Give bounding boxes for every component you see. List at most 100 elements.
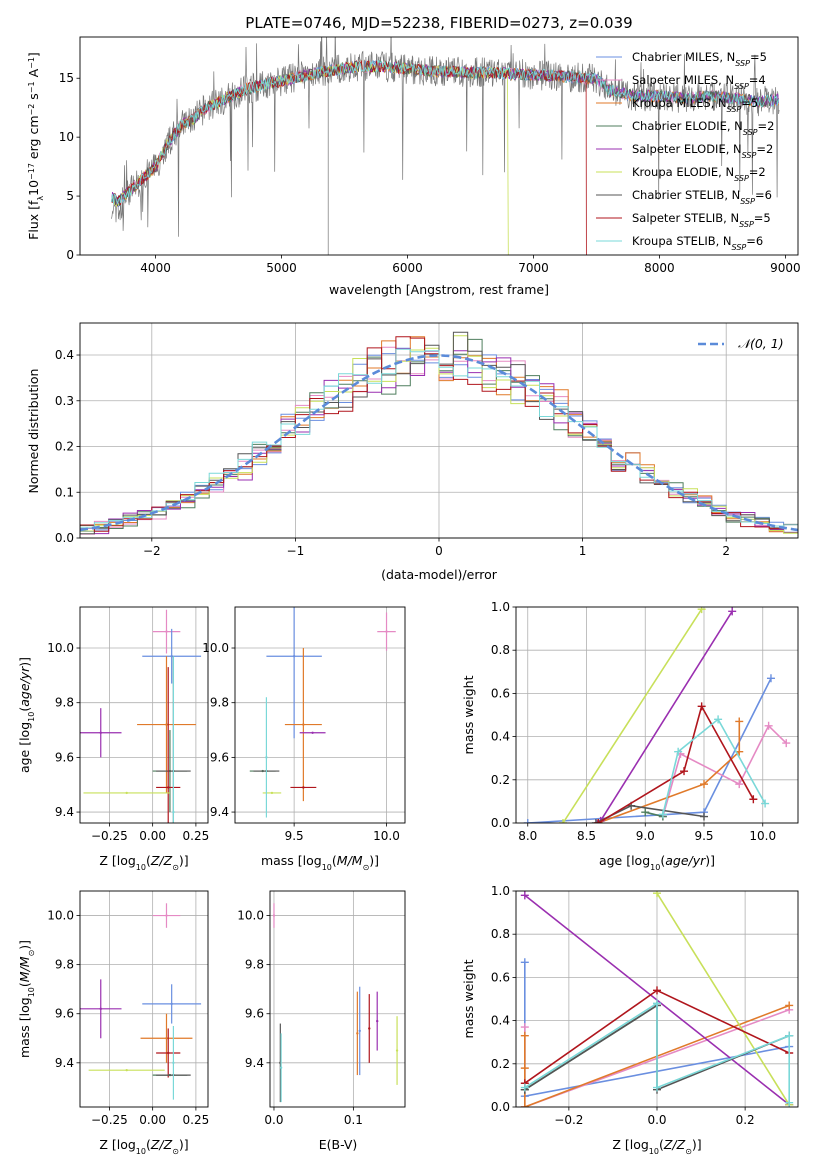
series-marker [653, 999, 661, 1008]
x-axis-label: (data-model)/error [381, 567, 498, 582]
series-marker [674, 747, 683, 756]
y-axis-label: Normed distribution [26, 369, 41, 494]
spectrum-model-line [111, 60, 587, 255]
y-tick-label: 9.6 [55, 750, 74, 764]
plot-area [80, 903, 202, 1100]
plot-area [272, 903, 399, 1103]
y-tick-label: 0.8 [491, 927, 510, 941]
series-marker [785, 1098, 794, 1107]
data-point [165, 914, 168, 917]
y-tick-label: 10.0 [202, 641, 229, 655]
x-tick-label: 5000 [266, 261, 297, 275]
data-point [172, 810, 175, 814]
axes-frame [79, 606, 209, 824]
y-tick-label: 9.8 [55, 958, 74, 972]
legend-label: Salpeter STELIB, NSSP=5 [632, 211, 771, 229]
plot-area [80, 609, 202, 823]
x-axis-label: mass [log10(M/M⊙)] [261, 853, 379, 872]
axes-frame [234, 606, 406, 824]
spectrum-model-line [111, 59, 779, 206]
data-point [356, 1032, 359, 1035]
y-tick-label: 9.6 [210, 750, 229, 764]
x-tick-label: 8.0 [518, 829, 537, 843]
x-tick-label: 0.2 [736, 1113, 755, 1127]
x-tick-label: 0 [435, 544, 443, 558]
data-point [385, 630, 388, 633]
y-tick-label: 10.0 [47, 641, 74, 655]
y-tick-label: 9.8 [210, 696, 229, 710]
data-point [165, 723, 168, 726]
y-tick-label: 9.8 [245, 958, 264, 972]
data-point [292, 655, 296, 658]
x-tick-label: 0.25 [183, 1113, 210, 1127]
legend-label: Salpeter MILES, NSSP=4 [632, 73, 766, 91]
series-marker [782, 739, 791, 748]
x-axis-label: E(B-V) [319, 1137, 358, 1152]
x-tick-label: 8000 [644, 261, 675, 275]
x-tick-label: 2 [722, 544, 730, 558]
spectrum-model-line [111, 60, 509, 255]
data-point [172, 1061, 175, 1065]
series-marker [520, 958, 529, 967]
data-point [167, 1051, 170, 1055]
series-marker [735, 717, 744, 726]
legend-label: Chabrier STELIB, NSSP=6 [632, 188, 772, 206]
z-age-panel: −0.25 0.00 0.25 9.4 9.6 9.8 10.0 [47, 606, 209, 843]
series-marker [764, 721, 773, 730]
axes-frame [79, 36, 799, 256]
series-marker [520, 1031, 529, 1040]
plot-area [249, 607, 396, 818]
data-point [311, 731, 314, 734]
series-marker [749, 795, 758, 804]
x-axis-label: wavelength [Angstrom, rest frame] [329, 282, 549, 297]
data-point [376, 1019, 379, 1023]
series-marker [700, 812, 708, 821]
y-tick-label: 9.4 [245, 1056, 264, 1070]
axes-frame [79, 322, 799, 539]
y-tick-label: 0.0 [491, 816, 510, 830]
plot-area [80, 331, 798, 537]
x-axis-label: age [log10(age/yr)] [599, 853, 715, 872]
series-marker [785, 1001, 794, 1010]
series-marker [594, 819, 603, 823]
x-tick-label: 10.0 [749, 829, 776, 843]
y-tick-label: 15 [59, 71, 74, 85]
series-line [662, 718, 766, 815]
plot-area [523, 607, 791, 823]
series-marker [520, 1103, 529, 1107]
y-tick-label: 9.4 [55, 805, 74, 819]
x-axis-label: Z [log10(Z/Z⊙)] [612, 1137, 701, 1156]
series-line [527, 677, 772, 823]
y-tick-label: 9.6 [55, 1007, 74, 1021]
series-marker [761, 799, 770, 808]
x-tick-label: 0.0 [264, 1113, 283, 1127]
legend-label: Kroupa STELIB, NSSP=6 [632, 234, 763, 252]
series-marker [680, 767, 689, 776]
legend-label: Chabrier ELODIE, NSSP=2 [632, 119, 774, 137]
x-tick-label: 9.5 [285, 829, 304, 843]
series-marker [714, 715, 723, 724]
x-tick-label: 4000 [140, 261, 171, 275]
x-tick-label: 6000 [392, 261, 423, 275]
x-axis-label: Z [log10(Z/Z⊙)] [99, 1137, 188, 1156]
legend-label: Salpeter ELODIE, NSSP=2 [632, 142, 773, 160]
axes-frame [79, 890, 209, 1108]
series-marker [641, 808, 650, 817]
series-marker [520, 1083, 529, 1092]
spectrum-panel: 4000 5000 6000 7000 8000 9000 0 5 10 15 Chabrier M… [26, 36, 801, 297]
x-tick-label: 9.0 [636, 829, 655, 843]
series-marker [697, 702, 706, 711]
y-tick-label: 0.4 [55, 348, 74, 362]
x-tick-label: 0.00 [139, 829, 166, 843]
legend-label: Kroupa ELODIE, NSSP=2 [632, 165, 766, 183]
data-point [395, 1049, 399, 1052]
series-marker [520, 891, 529, 900]
data-point [170, 655, 173, 658]
series-marker [700, 780, 708, 789]
y-tick-label: 0 [66, 248, 74, 262]
y-tick-label: 0.0 [55, 531, 74, 545]
x-tick-label: −0.25 [91, 829, 128, 843]
series-line [599, 610, 733, 822]
data-point [165, 630, 168, 633]
y-tick-label: 0.2 [491, 773, 510, 787]
